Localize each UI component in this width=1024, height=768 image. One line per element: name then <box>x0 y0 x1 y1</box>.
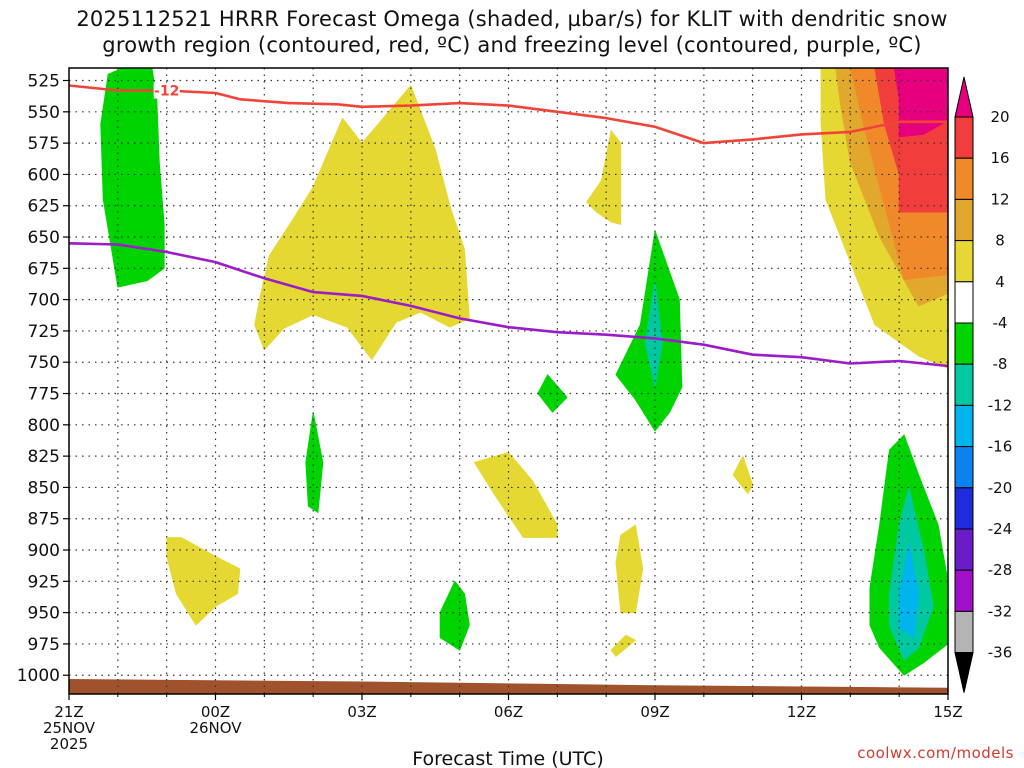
colorbar-label: -32 <box>988 602 1013 620</box>
y-tick-label: 725 <box>28 322 60 342</box>
x-tick-label: 06Z <box>494 703 523 721</box>
omega-region-4 <box>732 455 754 495</box>
y-tick-label: 775 <box>28 385 60 405</box>
contour-layer: -12 <box>69 82 948 368</box>
y-tick-label: 900 <box>28 541 60 561</box>
y-tick-label: 525 <box>28 72 60 92</box>
axes-layer: 525 550 575 600 625 650 675 700 725 750 775 800 825 8… <box>17 67 963 753</box>
omega-region-neg4 <box>305 412 324 514</box>
x-tick-label: 25NOV <box>43 719 96 737</box>
x-axis-label: Forecast Time (UTC) <box>412 748 603 768</box>
omega-region-neg8 <box>644 280 663 388</box>
y-tick-label: 875 <box>28 510 60 530</box>
x-tick-label: 26NOV <box>189 719 242 737</box>
y-tick-label: 1000 <box>17 666 60 686</box>
y-tick-label: 925 <box>28 572 60 592</box>
colorbar-label: -24 <box>988 520 1013 538</box>
colorbar-label: -28 <box>988 561 1013 579</box>
colorbar-label: -36 <box>988 644 1013 662</box>
omega-region-4 <box>615 524 644 613</box>
colorbar-cell <box>954 198 974 242</box>
y-tick-label: 950 <box>28 604 60 624</box>
colorbar-bottom-arrow <box>954 652 974 693</box>
colorbar-cell <box>954 446 974 489</box>
omega-region-20 <box>893 68 948 138</box>
x-tick-label: 15Z <box>933 703 962 721</box>
colorbar-label: -16 <box>988 438 1013 456</box>
y-tick-label: 625 <box>28 197 60 217</box>
colorbar-cell <box>954 569 974 612</box>
y-tick-label: 700 <box>28 291 60 311</box>
colorbar-label: -8 <box>993 355 1008 373</box>
y-tick-label: 850 <box>28 478 60 498</box>
source-credit: coolwx.com/models <box>857 744 1014 762</box>
x-tick-label: 00Z <box>201 703 230 721</box>
x-tick-label: 03Z <box>347 703 376 721</box>
omega-region-neg4 <box>537 373 568 413</box>
x-tick-label: 09Z <box>640 703 669 721</box>
x-tick-label: 2025 <box>50 735 88 753</box>
y-tick-label: 550 <box>28 103 60 123</box>
omega-region-neg4 <box>439 580 470 651</box>
contour-label: -12 <box>154 84 179 100</box>
chart-title-line-1: 2025112521 HRRR Forecast Omega (shaded, … <box>76 7 948 31</box>
colorbar-cell <box>954 363 974 406</box>
colorbar-cell <box>954 116 974 159</box>
y-tick-label: 675 <box>28 259 60 279</box>
contour-label-bg <box>153 82 180 99</box>
omega-shading-layer <box>100 68 948 676</box>
omega-region-4 <box>166 537 241 626</box>
x-tick-label: 21Z <box>54 703 83 721</box>
freezing-level-contour <box>69 242 948 368</box>
colorbar-cell <box>954 322 974 365</box>
omega-region-4 <box>610 634 637 657</box>
y-tick-label: 800 <box>28 416 60 436</box>
colorbar-top-arrow <box>954 76 974 118</box>
y-tick-label: 650 <box>28 228 60 248</box>
chart-title: 2025112521 HRRR Forecast Omega (shaded, … <box>0 6 1024 58</box>
colorbar-label: -12 <box>988 396 1013 414</box>
colorbar-cell <box>954 404 974 448</box>
y-tick-label: 825 <box>28 447 60 467</box>
colorbar-label: 8 <box>995 232 1005 250</box>
colorbar-cell <box>954 528 974 571</box>
colorbar-cell <box>954 240 974 283</box>
colorbar-cell <box>954 157 974 200</box>
x-tick-label: 12Z <box>787 703 816 721</box>
colorbar-label: -20 <box>988 479 1013 497</box>
colorbar-cell <box>954 487 974 530</box>
colorbar-label: 16 <box>990 149 1009 167</box>
grid-layer <box>69 68 948 694</box>
colorbar-label: 20 <box>990 108 1009 126</box>
dendritic-growth-contour <box>69 84 948 145</box>
colorbar-label: 12 <box>990 190 1009 208</box>
y-tick-label: 575 <box>28 134 60 154</box>
omega-region-4 <box>586 129 622 226</box>
chart-title-line-2: growth region (contoured, red, ºC) and f… <box>102 33 922 57</box>
colorbar-label: 4 <box>995 273 1005 291</box>
omega-region-neg4 <box>100 68 165 288</box>
omega-region-4 <box>473 451 558 538</box>
colorbar-cell <box>954 281 974 324</box>
y-tick-label: 600 <box>28 165 60 185</box>
y-tick-label: 975 <box>28 635 60 655</box>
y-tick-label: 750 <box>28 353 60 373</box>
colorbar: 20 16 12 8 4 -4 -8 -12 -16 -20 -24 -28 -32 -36 <box>954 76 1013 693</box>
colorbar-cell <box>954 610 974 654</box>
colorbar-label: -4 <box>993 314 1008 332</box>
